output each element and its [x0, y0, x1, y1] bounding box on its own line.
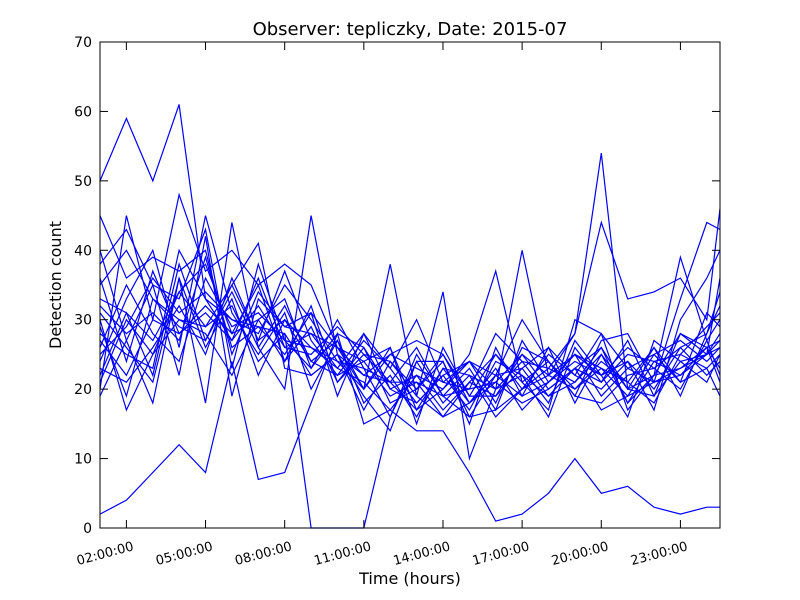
y-tick-label: 50 — [74, 174, 92, 190]
y-tick-label: 10 — [74, 452, 92, 468]
y-tick-label: 20 — [74, 382, 92, 398]
y-tick-label: 0 — [83, 521, 92, 537]
series-line-22 — [99, 227, 721, 398]
series-line-19 — [99, 304, 721, 412]
x-axis-label: Time (hours) — [358, 569, 461, 588]
series-line-13 — [99, 215, 721, 419]
chart-title: Observer: tepliczky, Date: 2015-07 — [253, 19, 568, 40]
y-tick-label: 40 — [74, 243, 92, 259]
y-axis: 0 10 20 30 40 50 60 70 — [74, 35, 720, 537]
y-tick-label: 30 — [74, 313, 92, 329]
series-line-17 — [99, 269, 721, 419]
series-line-14 — [99, 276, 721, 418]
y-tick-label: 60 — [74, 104, 92, 120]
plot-lines — [99, 104, 721, 529]
plot-frame — [99, 41, 721, 529]
y-axis-label: Detection count — [46, 221, 65, 349]
series-line-20 — [99, 269, 721, 412]
series-line-18 — [99, 255, 721, 418]
series-line-21 — [99, 262, 721, 412]
y-tick-label: 70 — [74, 35, 92, 51]
series-line-1 — [99, 331, 720, 522]
series-line-15 — [99, 276, 721, 405]
